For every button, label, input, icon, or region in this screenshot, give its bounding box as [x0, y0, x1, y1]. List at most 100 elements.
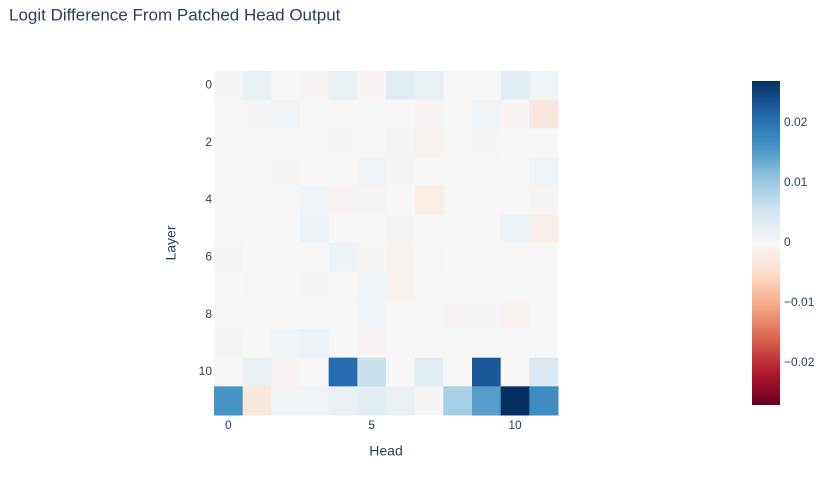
heatmap-cell — [300, 329, 330, 359]
heatmap-cell — [328, 71, 358, 101]
heatmap-cell — [300, 243, 330, 273]
heatmap-cell — [357, 99, 387, 129]
x-tick-label: 5 — [368, 418, 375, 432]
heatmap-cell — [271, 243, 301, 273]
colorbar-tick-label: 0.01 — [784, 175, 808, 189]
heatmap-cell — [328, 329, 358, 359]
heatmap-cell — [214, 128, 244, 158]
colorbar-tick-label: −0.01 — [784, 295, 815, 309]
heatmap-cell — [242, 157, 272, 187]
colorbar-tick-label: 0 — [784, 235, 791, 249]
heatmap-cell — [529, 271, 559, 301]
heatmap-cell — [443, 128, 473, 158]
heatmap-cell — [472, 185, 502, 215]
heatmap-cell — [214, 71, 244, 101]
heatmap-cell — [386, 300, 416, 330]
heatmap-cell — [242, 357, 272, 387]
heatmap-cell — [357, 185, 387, 215]
heatmap-cell — [300, 128, 330, 158]
heatmap-cell — [328, 99, 358, 129]
heatmap-cell — [357, 128, 387, 158]
heatmap-cell — [357, 214, 387, 244]
heatmap-cell — [443, 329, 473, 359]
heatmap-cell — [414, 386, 444, 416]
heatmap-cell — [443, 357, 473, 387]
colorbar-tick-label: −0.02 — [784, 355, 815, 369]
x-axis-label: Head — [369, 443, 402, 459]
heatmap-cell — [271, 271, 301, 301]
heatmap-cell — [500, 71, 530, 101]
heatmap-cell — [529, 243, 559, 273]
heatmap-cell — [357, 357, 387, 387]
heatmap-cell — [443, 300, 473, 330]
heatmap-cell — [529, 300, 559, 330]
heatmap-cell — [386, 357, 416, 387]
heatmap-cell — [300, 185, 330, 215]
y-tick-label: 6 — [205, 250, 212, 264]
heatmap-cell — [328, 271, 358, 301]
heatmap-cell — [386, 329, 416, 359]
heatmap-cell — [271, 214, 301, 244]
heatmap-cell — [414, 71, 444, 101]
y-tick-label: 8 — [205, 307, 212, 321]
heatmap-cell — [271, 185, 301, 215]
heatmap-cell — [328, 386, 358, 416]
heatmap-cell — [271, 128, 301, 158]
heatmap-cell — [214, 243, 244, 273]
heatmap-cell — [242, 271, 272, 301]
heatmap-cell — [529, 386, 559, 416]
heatmap-cell — [214, 271, 244, 301]
heatmap-cell — [242, 185, 272, 215]
y-axis-label: Layer — [163, 225, 179, 260]
heatmap-cell — [242, 214, 272, 244]
heatmap-cell — [414, 243, 444, 273]
heatmap-cell — [357, 157, 387, 187]
heatmap-cell — [328, 300, 358, 330]
heatmap-cell — [357, 71, 387, 101]
heatmap-cell — [414, 214, 444, 244]
heatmap-cell — [357, 329, 387, 359]
heatmap-cell — [443, 157, 473, 187]
heatmap-cell — [242, 329, 272, 359]
heatmap-cell — [214, 386, 244, 416]
heatmap-cell — [500, 157, 530, 187]
colorbar — [752, 81, 780, 405]
heatmap-cell — [443, 214, 473, 244]
heatmap-cell — [214, 329, 244, 359]
heatmap-cell — [500, 386, 530, 416]
heatmap-cell — [386, 386, 416, 416]
heatmap-cell — [472, 271, 502, 301]
colorbar-tick-label: 0.02 — [784, 115, 808, 129]
heatmap-cell — [500, 128, 530, 158]
heatmap-cell — [472, 386, 502, 416]
heatmap-cell — [242, 71, 272, 101]
heatmap-cell — [414, 99, 444, 129]
heatmap-cell — [242, 128, 272, 158]
heatmap-cell — [328, 185, 358, 215]
heatmap-cell — [271, 386, 301, 416]
x-tick-label: 10 — [508, 418, 522, 432]
heatmap-cell — [414, 357, 444, 387]
heatmap-cell — [328, 243, 358, 273]
heatmap-cell — [300, 357, 330, 387]
heatmap-cell — [443, 99, 473, 129]
heatmap-cell — [242, 300, 272, 330]
heatmap-cell — [300, 214, 330, 244]
heatmap-cell — [242, 99, 272, 129]
y-tick-label: 10 — [199, 364, 213, 378]
heatmap-cell — [386, 243, 416, 273]
heatmap-cell — [242, 386, 272, 416]
y-tick-label: 0 — [205, 78, 212, 92]
heatmap-cell — [414, 300, 444, 330]
heatmap-cell — [214, 214, 244, 244]
y-tick-label: 4 — [205, 192, 212, 206]
heatmap-cell — [472, 357, 502, 387]
heatmap-cell — [386, 99, 416, 129]
heatmap-cell — [443, 386, 473, 416]
heatmap-cell — [271, 157, 301, 187]
heatmap-cell — [214, 99, 244, 129]
heatmap-cell — [271, 99, 301, 129]
heatmap-cell — [529, 128, 559, 158]
heatmap-cell — [386, 271, 416, 301]
